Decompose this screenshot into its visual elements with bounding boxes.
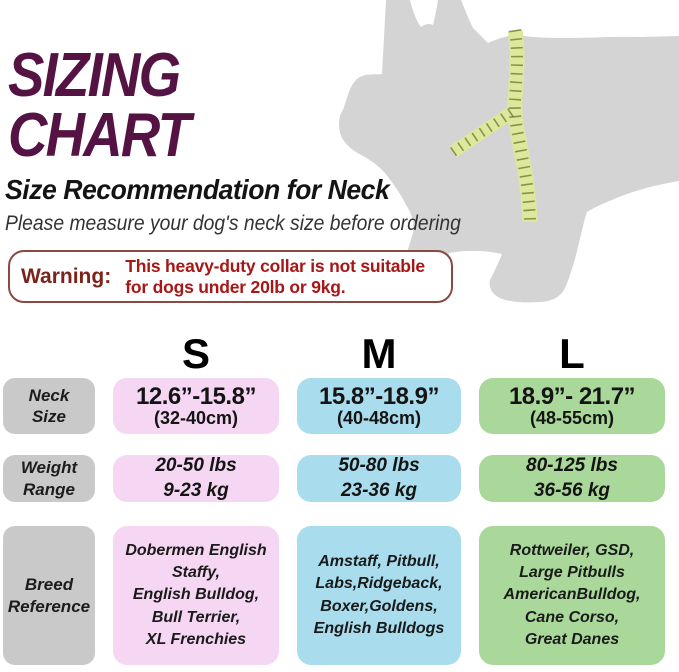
breed-reference-cell-s: Dobermen English Staffy, English Bulldog… <box>113 526 279 665</box>
weight-range-m-value: 50-80 lbs 23-36 kg <box>338 454 420 501</box>
weight-range-s-value: 20-50 lbs 9-23 kg <box>155 454 237 501</box>
breed-reference-m-value: Amstaff, Pitbull, Labs,Ridgeback, Boxer,… <box>313 552 445 637</box>
dog-silhouette <box>339 0 679 303</box>
neck-size-l-inches: 18.9”- 21.7” <box>508 382 636 410</box>
neck-size-m-cm: (40-48cm) <box>336 407 422 428</box>
neck-size-cell-m: 15.8”-18.9” (40-48cm) <box>297 378 461 434</box>
neck-size-cell-s: 12.6”-15.8” (32-40cm) <box>113 378 279 434</box>
breed-reference-row-label: Breed Reference <box>3 526 95 665</box>
neck-size-s-cm: (32-40cm) <box>153 407 239 428</box>
measure-note: Please measure your dog's neck size befo… <box>5 212 461 235</box>
column-header-s: S <box>181 330 210 377</box>
weight-range-cell-s: 20-50 lbs 9-23 kg <box>113 455 279 502</box>
warning-label: Warning: <box>21 264 112 288</box>
breed-reference-cell-l: Rottweiler, GSD, Large Pitbulls American… <box>479 526 665 665</box>
neck-size-l-cm: (48-55cm) <box>529 407 615 428</box>
page-title: SIZING CHART <box>8 41 191 170</box>
weight-range-l-value: 80-125 lbs 36-56 kg <box>526 454 618 501</box>
breed-reference-s-value: Dobermen English Staffy, English Bulldog… <box>125 541 267 649</box>
dog-illustration <box>330 0 679 320</box>
neck-size-m-inches: 15.8”-18.9” <box>319 382 439 410</box>
weight-range-row-label: Weight Range <box>3 455 95 502</box>
breed-reference-cell-m: Amstaff, Pitbull, Labs,Ridgeback, Boxer,… <box>297 526 461 665</box>
size-table: S M L Neck Size 12.6”-15.8” (32-40cm) 15… <box>3 330 665 665</box>
breed-reference-l-value: Rottweiler, GSD, Large Pitbulls American… <box>503 541 641 649</box>
page-subtitle: Size Recommendation for Neck <box>5 174 390 205</box>
warning-text: This heavy-duty collar is not suitable f… <box>125 255 425 297</box>
column-header-l: L <box>559 330 585 377</box>
neck-size-s-inches: 12.6”-15.8” <box>136 382 256 410</box>
warning-box: Warning: This heavy-duty collar is not s… <box>8 250 453 303</box>
weight-range-cell-l: 80-125 lbs 36-56 kg <box>479 455 665 502</box>
neck-size-cell-l: 18.9”- 21.7” (48-55cm) <box>479 378 665 434</box>
neck-size-row-label: Neck Size <box>3 378 95 434</box>
measuring-tape <box>449 28 538 223</box>
weight-range-cell-m: 50-80 lbs 23-36 kg <box>297 455 461 502</box>
column-header-m: M <box>361 330 397 377</box>
dog-with-measuring-tape-graphic <box>339 0 679 303</box>
